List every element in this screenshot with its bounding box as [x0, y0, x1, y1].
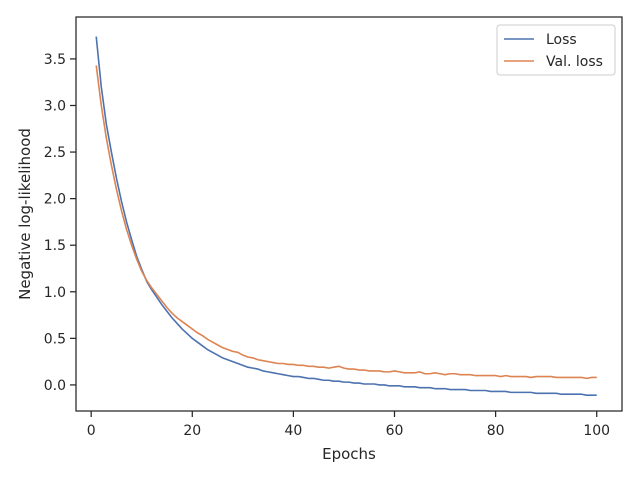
y-tick-label: 1.5: [44, 238, 66, 254]
y-tick-label: 0.0: [44, 378, 66, 394]
x-tick-label: 0: [87, 423, 96, 439]
series-lines: [95, 36, 597, 396]
y-tick-label: 2.0: [44, 192, 66, 208]
x-tick-label: 40: [284, 423, 302, 439]
legend-label-loss: Loss: [546, 32, 577, 48]
x-axis-label: Epochs: [322, 445, 376, 463]
legend: Loss Val. loss: [496, 24, 616, 76]
legend-box: [496, 24, 616, 76]
x-axis: 0 20 40 60 80 100: [87, 411, 610, 439]
plot-area: [75, 16, 623, 412]
series-line-loss: [95, 36, 597, 396]
x-tick-label: 80: [487, 423, 505, 439]
y-tick-label: 3.5: [44, 52, 66, 68]
plot-frame: [75, 16, 623, 412]
y-axis: 0.0 0.5 1.0 1.5 2.0 2.5 3.0 3.5: [44, 52, 76, 394]
y-tick-label: 1.0: [44, 285, 66, 301]
x-tick-label: 60: [386, 423, 404, 439]
x-tick-label: 100: [583, 423, 610, 439]
y-tick-label: 2.5: [44, 145, 66, 161]
y-axis-label: Negative log-likelihood: [16, 128, 34, 300]
legend-label-val-loss: Val. loss: [546, 54, 603, 70]
x-tick-label: 20: [183, 423, 201, 439]
y-tick-label: 3.0: [44, 98, 66, 114]
series-line-val-loss: [95, 65, 597, 380]
y-tick-label: 0.5: [44, 331, 66, 347]
